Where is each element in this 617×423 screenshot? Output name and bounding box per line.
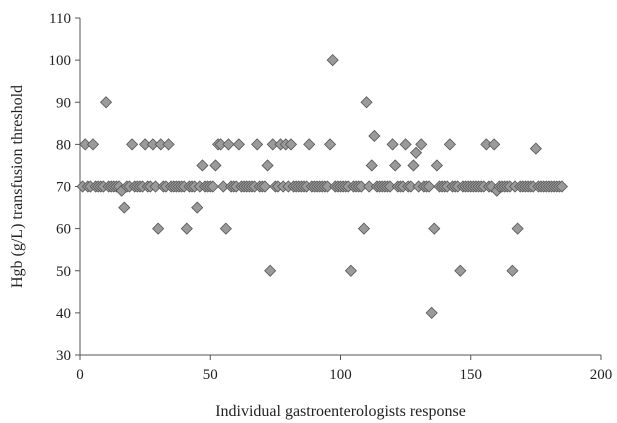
data-point [232,138,245,151]
data-point [152,222,165,235]
y-tick-label: 60 [56,222,71,238]
data-point [357,222,371,235]
data-point [399,138,412,151]
data-point [360,96,373,109]
data-point [324,138,337,151]
data-point [415,138,428,151]
data-point [86,138,100,151]
y-tick-label: 30 [56,348,71,364]
data-point [409,146,423,159]
x-tick-label: 0 [76,367,84,383]
data-point [425,306,438,319]
y-axis-label: Hgb (g/L) transfusion threshold [9,85,26,288]
y-tick-label: 70 [56,180,71,196]
x-tick-label: 200 [590,367,613,383]
data-point [219,222,232,235]
y-tick-label: 90 [56,95,71,111]
data-point [180,222,193,235]
axis-ticks: 30 40 50 60 70 80 90 100 110 0 50 100 150 200 [49,11,613,383]
data-point [344,264,357,277]
data-point [407,159,420,172]
data-point [506,264,519,277]
data-points [76,54,568,319]
x-axis-label: Individual gastroenterologists response [215,403,466,420]
data-point [126,138,139,151]
data-point [261,159,274,172]
data-point [430,159,443,172]
data-point [162,138,175,151]
data-point [206,180,219,193]
data-point [511,222,524,235]
data-point [428,222,441,235]
x-tick-label: 150 [460,367,483,383]
data-point [454,264,467,277]
data-point [99,96,113,109]
data-point [386,138,399,151]
data-point [209,159,222,172]
data-point [222,138,235,151]
y-tick-label: 100 [49,53,72,69]
y-tick-label: 80 [56,137,71,153]
y-tick-label: 40 [56,306,71,322]
data-point [423,180,436,193]
data-point [389,159,402,172]
data-point [191,201,204,214]
data-point [326,54,339,67]
data-point [488,138,501,151]
data-point [529,142,542,155]
y-tick-label: 110 [49,11,71,27]
data-point [264,264,277,277]
data-point [284,138,298,151]
data-point [555,180,568,193]
data-point [368,129,381,143]
data-point [196,159,209,172]
x-tick-label: 100 [329,367,352,383]
x-tick-label: 50 [203,367,218,383]
data-point [365,159,378,172]
data-point [258,180,272,193]
data-point [303,138,316,151]
data-point [443,138,456,151]
data-point [251,138,264,151]
data-point [118,201,131,214]
y-tick-label: 50 [56,264,71,280]
